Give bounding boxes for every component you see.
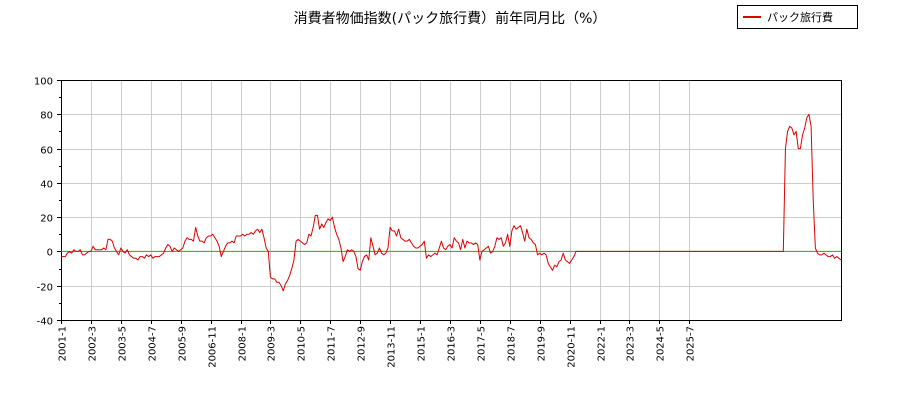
x-tick-label: 2016-3 (447, 326, 458, 361)
x-tick-label: 2022-1 (597, 326, 608, 361)
plot-area (61, 113, 842, 292)
plot-frame (61, 80, 842, 321)
x-tick-label: 2002-3 (88, 326, 99, 361)
y-tick-label: 0 (47, 248, 53, 259)
x-tick-label: 2001-1 (58, 326, 69, 361)
x-tick-label: 2010-5 (297, 326, 308, 361)
x-tick-label: 2024-5 (656, 326, 667, 361)
x-tick-label: 2004-7 (148, 326, 159, 361)
x-tick-label: 2019-9 (537, 326, 548, 361)
y-tick-label: 20 (40, 214, 53, 225)
x-tick-label: 2013-11 (387, 326, 398, 368)
x-tick-label: 2009-3 (267, 326, 278, 361)
x-tick-label: 2006-11 (208, 326, 219, 368)
chart-title: 消費者物価指数(パック旅行費）前年同月比（%） (294, 10, 607, 27)
series-line (61, 113, 842, 292)
x-tick-labels: 2001-1 2002-3 2003-5 2004-7 2005-9 2006-11 200… (58, 326, 697, 368)
x-tick-label: 2012-9 (357, 326, 368, 361)
y-tick-label: 40 (40, 180, 53, 191)
x-tick-label: 2023-3 (626, 326, 637, 361)
x-tick-label: 2025-7 (686, 326, 697, 361)
legend-label: パック旅行費 (767, 10, 833, 24)
x-tick-label: 2015-1 (417, 326, 428, 361)
grid (61, 80, 841, 321)
y-tick-label: -20 (37, 283, 53, 294)
y-tick-label: 100 (34, 77, 53, 88)
axes (57, 80, 842, 324)
x-tick-label: 2003-5 (118, 326, 129, 361)
y-tick-labels: -40 -20 0 20 40 60 80 100 (34, 77, 53, 328)
x-tick-label: 2008-1 (238, 326, 249, 361)
x-tick-label: 2011-7 (327, 326, 338, 361)
x-tick-label: 2018-7 (507, 326, 518, 361)
x-tick-label: 2020-11 (567, 326, 578, 368)
legend-box (737, 5, 858, 29)
y-tick-label: 60 (40, 146, 53, 157)
x-tick-label: 2017-5 (477, 326, 488, 361)
y-tick-label: -40 (37, 317, 53, 328)
x-tick-label: 2005-9 (178, 326, 189, 361)
legend: パック旅行費 (737, 5, 858, 29)
y-tick-label: 80 (40, 111, 53, 122)
